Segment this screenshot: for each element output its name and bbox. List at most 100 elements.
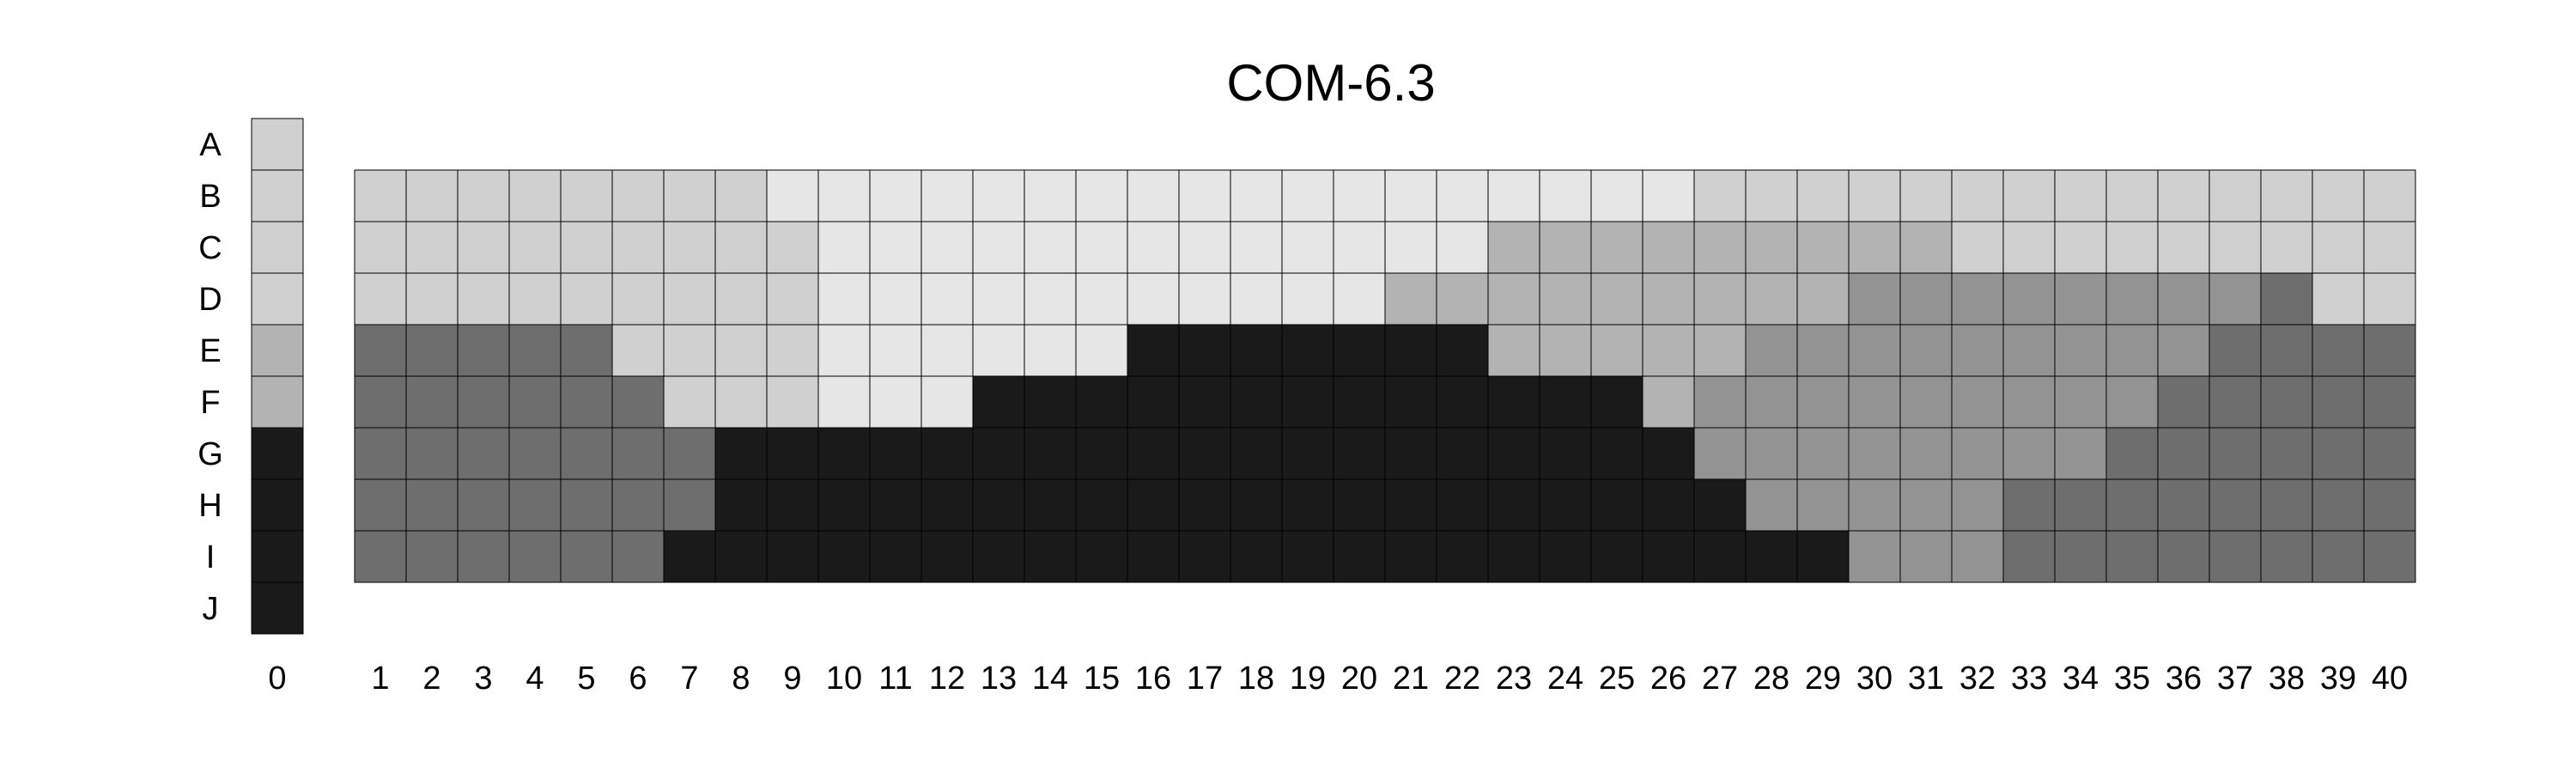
cell-b-2 <box>405 169 459 222</box>
cell-d-39 <box>2312 272 2365 326</box>
cell-c-33 <box>2002 221 2056 274</box>
cell-f-35 <box>2105 375 2159 429</box>
cell-c-16 <box>1127 221 1180 274</box>
row-label-c: C <box>198 230 222 266</box>
cell-b-36 <box>2157 169 2210 222</box>
cell-g-33 <box>2002 427 2056 480</box>
cell-i-21 <box>1384 530 1437 583</box>
cell-e-39 <box>2312 324 2365 377</box>
cell-f-17 <box>1178 375 1231 429</box>
cell-d-40 <box>2363 272 2416 326</box>
cell-g-32 <box>1951 427 2004 480</box>
cell-d-5 <box>560 272 613 326</box>
cell-e-17 <box>1178 324 1231 377</box>
cell-g-21 <box>1384 427 1437 480</box>
cell-f-37 <box>2208 375 2262 429</box>
cell-h-40 <box>2363 478 2416 532</box>
cell-h-36 <box>2157 478 2210 532</box>
cell-h-10 <box>817 478 871 532</box>
cell-f-27 <box>1693 375 1747 429</box>
cell-b-23 <box>1487 169 1540 222</box>
column-label-1: 1 <box>371 660 389 697</box>
cell-c-31 <box>1899 221 1953 274</box>
column-label-37: 37 <box>2217 660 2253 697</box>
cell-f-23 <box>1487 375 1540 429</box>
cell-i-15 <box>1075 530 1128 583</box>
reference-column <box>251 118 304 635</box>
cell-h-28 <box>1745 478 1798 532</box>
cell-b-6 <box>611 169 665 222</box>
cell-i-35 <box>2105 530 2159 583</box>
cell-i-39 <box>2312 530 2365 583</box>
cell-b-37 <box>2208 169 2262 222</box>
cell-g-0 <box>251 427 304 480</box>
cell-e-14 <box>1024 324 1077 377</box>
column-label-8: 8 <box>732 660 750 697</box>
column-label-35: 35 <box>2114 660 2150 697</box>
cell-h-11 <box>869 478 922 532</box>
column-label-24: 24 <box>1547 660 1583 697</box>
cell-d-23 <box>1487 272 1540 326</box>
cell-g-3 <box>457 427 510 480</box>
cell-b-5 <box>560 169 613 222</box>
cell-b-29 <box>1796 169 1850 222</box>
cell-h-2 <box>405 478 459 532</box>
cell-h-4 <box>508 478 562 532</box>
cell-d-8 <box>714 272 768 326</box>
cell-e-20 <box>1333 324 1386 377</box>
cell-g-4 <box>508 427 562 480</box>
cell-c-25 <box>1590 221 1643 274</box>
cell-g-30 <box>1848 427 1901 480</box>
cell-b-20 <box>1333 169 1386 222</box>
cell-h-1 <box>354 478 407 532</box>
column-label-25: 25 <box>1599 660 1635 697</box>
column-label-15: 15 <box>1084 660 1120 697</box>
cell-c-35 <box>2105 221 2159 274</box>
cell-i-29 <box>1796 530 1850 583</box>
cell-e-4 <box>508 324 562 377</box>
cell-d-2 <box>405 272 459 326</box>
column-labels: 0 1 2 3 4 5 6 7 8 9 10 11 12 13 14 15 16 17 18 19 20 21 22 23 24… <box>268 660 2408 697</box>
cell-i-12 <box>920 530 974 583</box>
column-label-6: 6 <box>629 660 647 697</box>
chart-title: COM-6.3 <box>1226 54 1435 112</box>
cell-i-13 <box>972 530 1025 583</box>
column-label-33: 33 <box>2011 660 2047 697</box>
cell-h-5 <box>560 478 613 532</box>
cell-c-36 <box>2157 221 2210 274</box>
column-label-11: 11 <box>878 660 912 697</box>
cell-h-33 <box>2002 478 2056 532</box>
cell-e-32 <box>1951 324 2004 377</box>
cell-d-25 <box>1590 272 1643 326</box>
row-label-f: F <box>200 385 220 421</box>
cell-e-5 <box>560 324 613 377</box>
cell-d-26 <box>1642 272 1695 326</box>
cell-f-16 <box>1127 375 1180 429</box>
cell-h-27 <box>1693 478 1747 532</box>
cell-i-5 <box>560 530 613 583</box>
cell-i-2 <box>405 530 459 583</box>
cell-b-24 <box>1539 169 1592 222</box>
row-label-j: J <box>203 591 219 627</box>
cell-g-23 <box>1487 427 1540 480</box>
cell-e-0 <box>251 324 304 377</box>
column-label-34: 34 <box>2063 660 2099 697</box>
cell-f-21 <box>1384 375 1437 429</box>
cell-d-24 <box>1539 272 1592 326</box>
cell-g-1 <box>354 427 407 480</box>
cell-b-28 <box>1745 169 1798 222</box>
column-label-26: 26 <box>1650 660 1686 697</box>
cell-g-28 <box>1745 427 1798 480</box>
cell-g-27 <box>1693 427 1747 480</box>
cell-d-29 <box>1796 272 1850 326</box>
cell-g-11 <box>869 427 922 480</box>
cell-h-38 <box>2260 478 2313 532</box>
cell-g-6 <box>611 427 665 480</box>
cell-g-38 <box>2260 427 2313 480</box>
cell-d-31 <box>1899 272 1953 326</box>
cell-b-31 <box>1899 169 1953 222</box>
cell-d-14 <box>1024 272 1077 326</box>
column-label-3: 3 <box>474 660 492 697</box>
cell-e-1 <box>354 324 407 377</box>
cell-h-9 <box>766 478 819 532</box>
